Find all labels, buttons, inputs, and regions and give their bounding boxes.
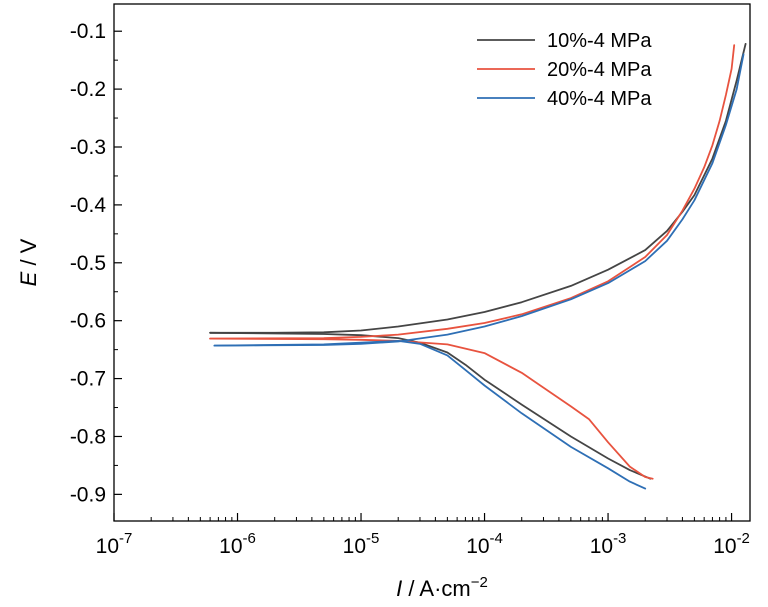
legend-label-2: 20%-4 MPa xyxy=(547,59,652,81)
x-axis-title-exponent: −2 xyxy=(471,574,488,591)
x-axis-title-unit: / A·cm xyxy=(402,576,470,601)
curves-layer xyxy=(209,43,747,490)
x-tick-label: 10-3 xyxy=(590,530,627,558)
y-axis-title-symbol: E xyxy=(16,271,41,286)
y-tick-label: -0.9 xyxy=(70,483,106,506)
legend-label-3: 40%-4 MPa xyxy=(547,88,652,110)
x-axis-title: I / A·cm−2 xyxy=(396,574,488,601)
y-tick-label: -0.6 xyxy=(70,310,106,333)
y-tick-label: -0.1 xyxy=(70,20,106,43)
legend: 10%-4 MPa 20%-4 MPa 40%-4 MPa xyxy=(477,30,652,110)
series-1-cathodic-line xyxy=(209,331,652,480)
x-tick-label: 10-7 xyxy=(96,530,133,558)
y-axis-title: E / V xyxy=(16,238,41,286)
legend-label-1: 10%-4 MPa xyxy=(547,30,652,52)
x-tick-label: 10-6 xyxy=(219,530,256,558)
x-tick-label: 10-2 xyxy=(713,530,750,558)
series-1-anodic-line xyxy=(209,43,747,334)
plot-frame xyxy=(113,3,751,522)
y-tick-label: -0.8 xyxy=(70,425,106,448)
series-3-cathodic-line xyxy=(213,340,647,490)
x-axis-title-symbol: I xyxy=(396,576,402,601)
y-tick-label: -0.4 xyxy=(70,194,107,217)
series-2-cathodic-line xyxy=(209,337,654,480)
series-2-anodic-line xyxy=(209,44,736,340)
y-tick-label: -0.2 xyxy=(70,78,106,101)
y-ticks-layer: -0.1 -0.2 -0.3 -0.4 -0.5 -0.6 -0.7 -0.8 -0.9 xyxy=(70,20,122,506)
y-tick-label: -0.7 xyxy=(70,368,106,391)
x-tick-label: 10-4 xyxy=(466,530,503,558)
y-tick-label: -0.3 xyxy=(70,136,106,159)
y-tick-label: -0.5 xyxy=(70,252,106,275)
x-tick-label: 10-5 xyxy=(343,530,380,558)
x-ticks-layer: 10-7 10-6 10-5 10-4 10-3 10-2 xyxy=(96,513,750,558)
y-axis-title-unit: / V xyxy=(16,238,41,271)
